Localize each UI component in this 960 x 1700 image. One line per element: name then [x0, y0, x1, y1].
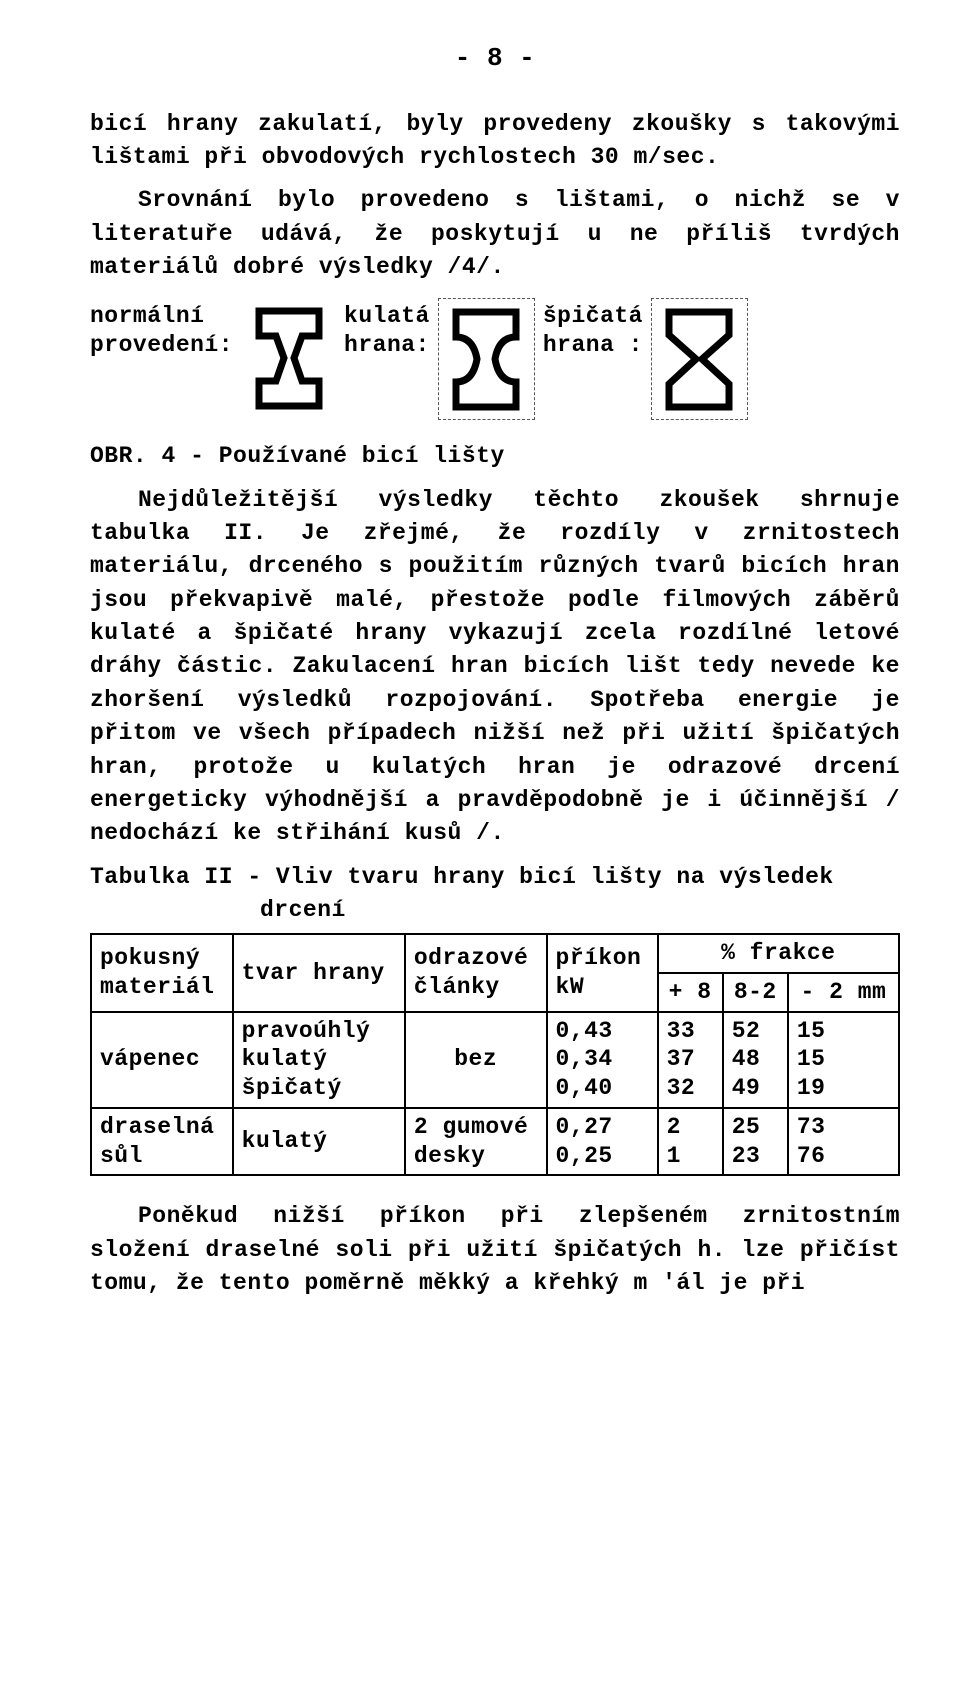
cell-material: vápenec — [91, 1012, 233, 1108]
shape-spicata-icon — [664, 307, 734, 412]
th-clanky: odrazové články — [405, 934, 547, 1012]
table-row: vápenec pravoúhlý kulatý špičatý bez 0,4… — [91, 1012, 899, 1108]
cell-material: draselná sůl — [91, 1108, 233, 1176]
cell-prikon: 0,43 0,34 0,40 — [547, 1012, 658, 1108]
cell-f3: 73 76 — [788, 1108, 899, 1176]
fig-label-normal: normální provedení: — [90, 298, 233, 360]
cell-f2: 52 48 49 — [723, 1012, 788, 1108]
paragraph-2: Srovnání bylo provedeno s lištami, o nic… — [90, 184, 900, 284]
cell-clanky: 2 gumové desky — [405, 1108, 547, 1176]
th-material: pokusný materiál — [91, 934, 233, 1012]
th-sub-minus2: - 2 mm — [788, 973, 899, 1012]
cell-f3: 15 15 19 — [788, 1012, 899, 1108]
fig-label-spicata: špičatá hrana : — [543, 298, 643, 360]
table-subtitle: drcení — [260, 894, 900, 927]
table-title: Tabulka II - Vliv tvaru hrany bicí lišty… — [90, 861, 900, 894]
cell-clanky: bez — [405, 1012, 547, 1108]
figure-caption: OBR. 4 - Používané bicí lišty — [90, 440, 900, 473]
shape-normal — [241, 298, 336, 418]
fig-label-kulata: kulatá hrana: — [344, 298, 430, 360]
shape-kulata-icon — [451, 307, 521, 412]
shape-kulata — [438, 298, 535, 420]
figure-row: normální provedení: kulatá hrana: špičat… — [90, 298, 900, 420]
cell-f1: 33 37 32 — [658, 1012, 723, 1108]
shape-normal-icon — [254, 306, 324, 411]
paragraph-1: bicí hrany zakulatí, byly provedeny zkou… — [90, 108, 900, 175]
th-tvar: tvar hrany — [233, 934, 405, 1012]
page-number: - 8 - — [90, 40, 900, 78]
cell-tvar: pravoúhlý kulatý špičatý — [233, 1012, 405, 1108]
cell-tvar: kulatý — [233, 1108, 405, 1176]
paragraph-3: Nejdůležitější výsledky těchto zkoušek s… — [90, 484, 900, 851]
th-frakce: % frakce — [658, 934, 899, 973]
table-row: draselná sůl kulatý 2 gumové desky 0,27 … — [91, 1108, 899, 1176]
th-sub-plus8: + 8 — [658, 973, 723, 1012]
shape-spicata — [651, 298, 748, 420]
th-prikon: příkon kW — [547, 934, 658, 1012]
cell-prikon: 0,27 0,25 — [547, 1108, 658, 1176]
cell-f2: 25 23 — [723, 1108, 788, 1176]
th-sub-8-2: 8-2 — [723, 973, 788, 1012]
data-table: pokusný materiál tvar hrany odrazové člá… — [90, 933, 900, 1176]
paragraph-4: Poněkud nižší příkon při zlepšeném zrnit… — [90, 1200, 900, 1300]
cell-f1: 2 1 — [658, 1108, 723, 1176]
